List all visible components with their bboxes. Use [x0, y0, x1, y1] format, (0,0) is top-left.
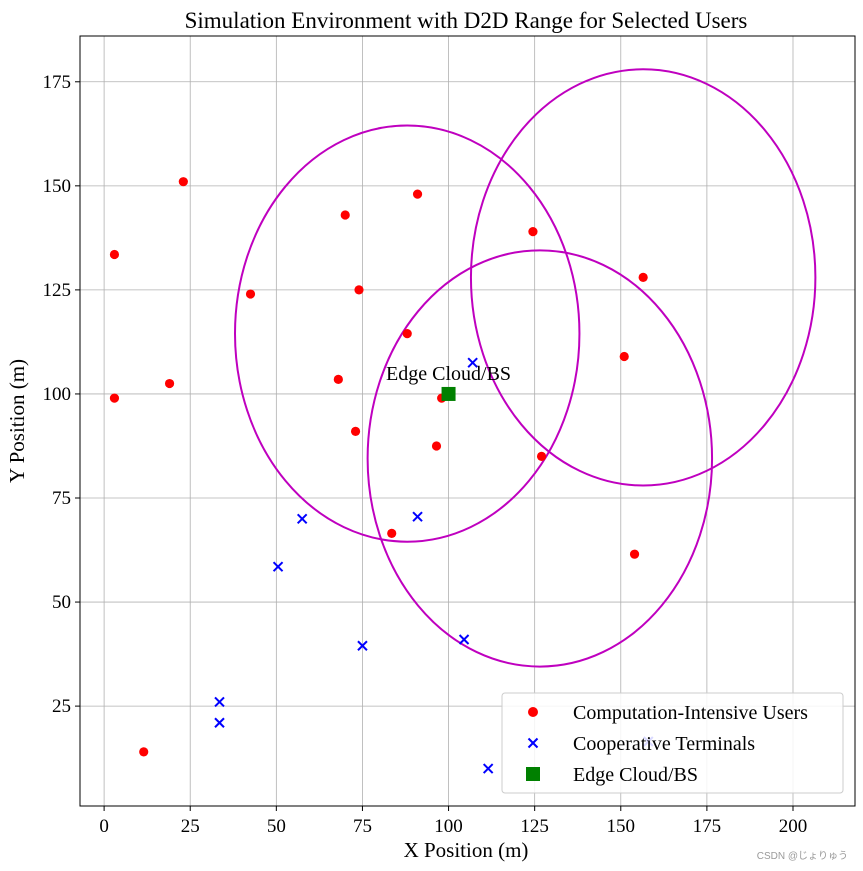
legend-marker-edge-cloud — [526, 767, 540, 781]
x-tick-label: 0 — [99, 816, 109, 837]
user-point — [164, 378, 175, 389]
edge-cloud-point — [441, 386, 456, 401]
x-tick-label: 100 — [434, 816, 463, 837]
y-tick-label: 175 — [43, 72, 72, 93]
watermark: CSDN @じょりゅう — [757, 850, 848, 862]
y-tick-label: 100 — [43, 384, 72, 405]
y-tick-label: 125 — [43, 280, 72, 301]
x-tick-label: 25 — [181, 816, 200, 837]
user-point — [638, 272, 648, 283]
user-point — [109, 249, 120, 260]
user-point — [387, 528, 397, 538]
user-point — [528, 227, 538, 237]
legend-label-edge-cloud: Edge Cloud/BS — [573, 764, 698, 786]
x-tick-label: 200 — [779, 816, 808, 837]
legend-marker-terminals — [527, 737, 539, 749]
d2d-range-circle — [366, 249, 714, 668]
user-point — [139, 747, 149, 757]
user-point — [402, 328, 412, 339]
user-point — [629, 549, 640, 559]
y-axis-ticks: 25 50 75 100 125 150 175 — [43, 72, 80, 717]
user-point — [109, 393, 120, 403]
x-tick-label: 125 — [520, 816, 549, 837]
y-axis-label: Y Position (m) — [5, 359, 29, 483]
x-tick-label: 75 — [353, 816, 372, 837]
x-tick-label: 50 — [267, 816, 286, 837]
user-point — [340, 210, 350, 220]
terminal-point — [458, 634, 470, 645]
user-point — [431, 441, 442, 451]
legend-box — [501, 692, 844, 794]
legend-label-users: Computation-Intensive Users — [573, 702, 808, 724]
user-point — [412, 189, 423, 199]
user-point — [245, 289, 256, 299]
x-axis-label: X Position (m) — [404, 838, 529, 862]
d2d-range-circles — [234, 68, 817, 668]
annotation-edge-cloud: Edge Cloud/BS — [386, 363, 511, 385]
chart-title: Simulation Environment with D2D Range fo… — [185, 8, 748, 33]
terminal-point — [467, 357, 478, 368]
user-point — [178, 177, 188, 187]
legend-marker-users — [528, 707, 538, 717]
y-tick-label: 50 — [52, 592, 71, 613]
terminal-point — [214, 696, 225, 708]
terminal-point — [214, 717, 225, 728]
terminal-point — [482, 763, 494, 774]
plot-frame — [79, 35, 856, 807]
annotations: Edge Cloud/BS — [386, 363, 511, 385]
y-tick-label: 25 — [52, 696, 71, 717]
user-point — [536, 451, 547, 461]
terminal-point — [272, 561, 284, 572]
terminal-point — [412, 511, 423, 522]
terminal-point — [357, 640, 368, 651]
terminal-point — [296, 513, 308, 525]
legend-label-terminals: Cooperative Terminals — [573, 733, 755, 755]
user-point — [619, 351, 629, 362]
x-tick-label: 175 — [693, 816, 722, 837]
user-point — [333, 374, 343, 384]
user-point — [350, 426, 361, 437]
user-point — [354, 285, 364, 295]
grid — [80, 36, 855, 806]
d2d-range-circle — [469, 68, 817, 487]
y-tick-label: 75 — [52, 488, 71, 509]
legend: Computation-Intensive Users Cooperative … — [501, 692, 844, 794]
data-points — [109, 177, 654, 774]
x-tick-label: 150 — [607, 816, 636, 837]
x-axis-ticks: 0 25 50 75 100 125 150 175 200 — [99, 806, 807, 837]
y-tick-label: 150 — [43, 176, 72, 197]
d2d-range-circle — [234, 124, 581, 543]
